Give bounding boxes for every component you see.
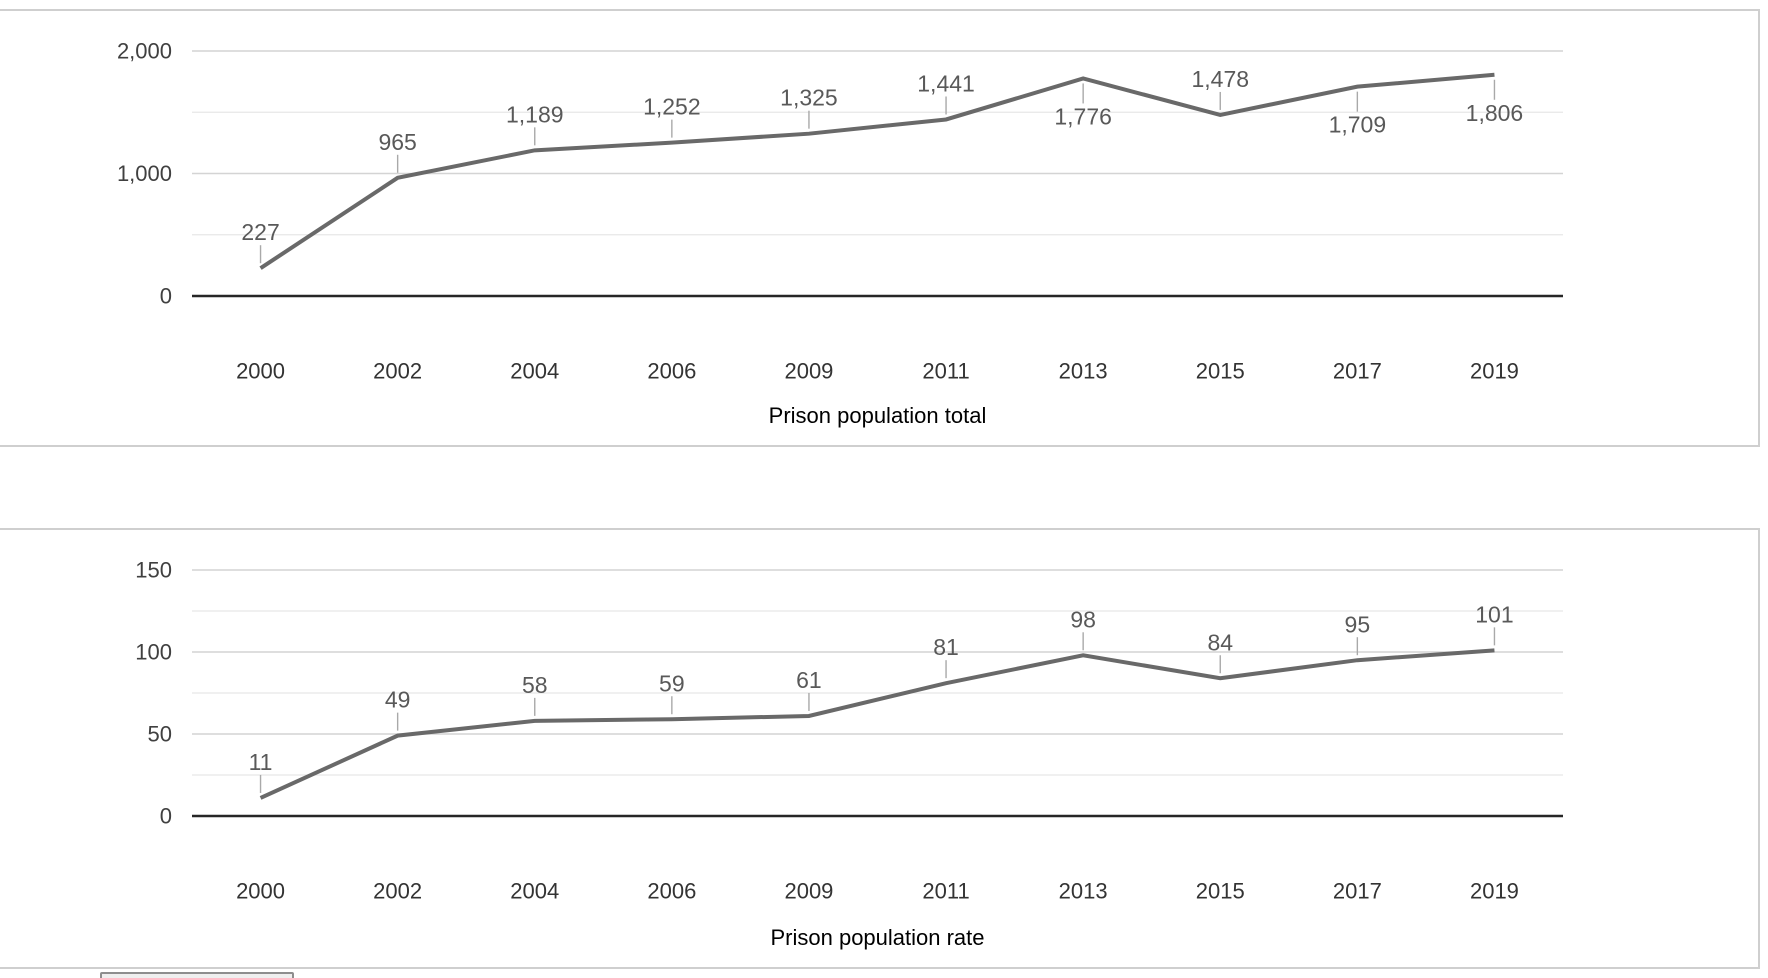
axis-title-prison-population-rate: Prison population rate xyxy=(770,925,985,950)
chart-panel-rate[interactable] xyxy=(0,528,1760,969)
chart-panel-total[interactable] xyxy=(0,9,1760,447)
cropped-element-bottom-edge[interactable] xyxy=(100,972,294,978)
axis-title-prison-population-total: Prison population total xyxy=(768,403,987,428)
